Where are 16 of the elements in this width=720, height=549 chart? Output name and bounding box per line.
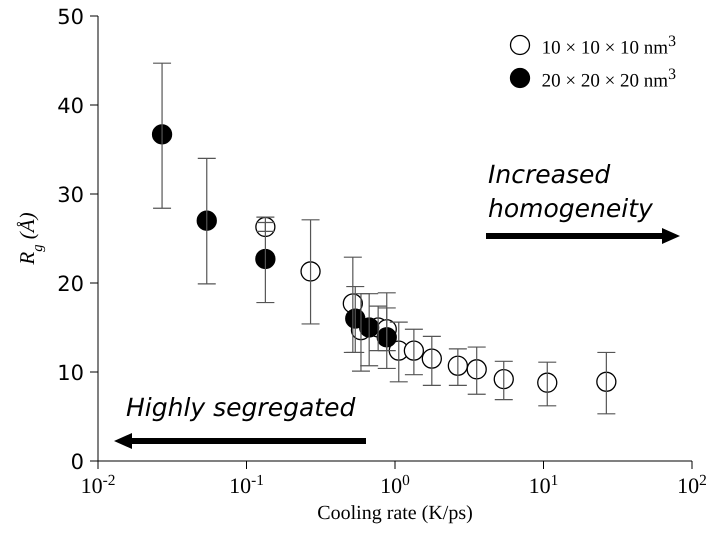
x-tick-label: 10$^{-1}$ xyxy=(229,472,264,498)
y-tick-label: 10 xyxy=(57,361,84,385)
y-tick-label: 0 xyxy=(70,450,84,474)
legend-label: 10 × 10 × 10 nm$^{3}$ xyxy=(542,32,676,60)
x-tick-label: 10$^{0}$ xyxy=(380,472,410,498)
y-tick-label: 20 xyxy=(57,272,84,296)
y-tick-label: 50 xyxy=(57,5,84,29)
legend-label: 20 × 20 × 20 nm$^{3}$ xyxy=(542,65,676,94)
x-tick-label: 10$^{-2}$ xyxy=(80,472,116,498)
y-tick-label: 30 xyxy=(57,183,84,207)
x-tick-label: 10$^{1}$ xyxy=(528,472,558,498)
x-axis-title: Cooling rate (K/ps) xyxy=(317,502,473,524)
x-tick-label: 10$^{2}$ xyxy=(677,472,707,498)
annotation: Increased homogeneity xyxy=(488,159,654,225)
y-tick-label: 40 xyxy=(57,94,84,118)
annotation: Highly segregated xyxy=(126,393,356,422)
